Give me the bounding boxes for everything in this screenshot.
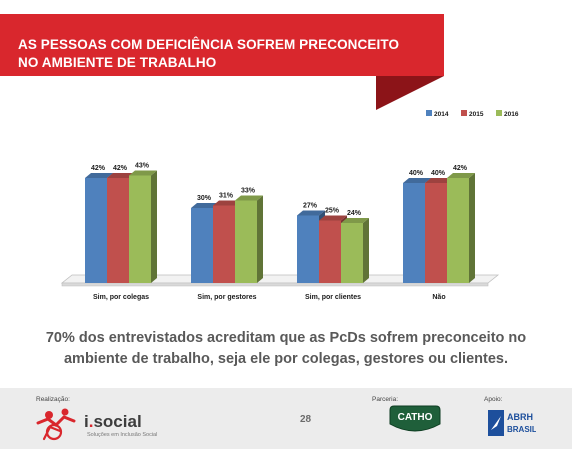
legend-swatch <box>496 110 502 116</box>
isocial-brand-name: i.social <box>84 412 142 431</box>
data-label: 24% <box>347 210 362 217</box>
x-tick-label: Sim, por colegas <box>93 294 149 301</box>
bar-top <box>191 203 219 208</box>
data-label: 27% <box>303 203 318 210</box>
bar <box>319 220 341 283</box>
x-tick-label: Sim, por gestores <box>197 294 256 301</box>
bar-top <box>403 178 431 183</box>
isocial-tagline: Soluções em Inclusão Social <box>87 432 158 438</box>
bar <box>235 200 257 283</box>
x-tick-label: Sim, por clientes <box>305 294 361 301</box>
bar-side <box>469 173 475 283</box>
bar-side <box>363 218 369 283</box>
bar <box>447 178 469 283</box>
data-label: 40% <box>431 170 446 177</box>
isocial-logo-icon <box>36 408 76 441</box>
legend-swatch <box>426 110 432 116</box>
bar <box>85 178 107 283</box>
bar-top <box>341 218 369 223</box>
abrh-logo: ABRH BRASIL <box>488 410 536 436</box>
data-label: 40% <box>409 170 424 177</box>
chart-floor-edge <box>61 282 489 287</box>
data-label: 43% <box>135 163 150 170</box>
bar <box>297 215 319 283</box>
apoio-label: Apoio: <box>484 396 503 403</box>
bar <box>191 208 213 283</box>
bar-top <box>297 210 325 216</box>
bar-side <box>257 195 263 283</box>
catho-logo: CATHO <box>389 405 441 432</box>
data-label: 33% <box>241 188 256 195</box>
bar-top <box>213 200 241 206</box>
bar-top <box>107 173 135 178</box>
bar <box>341 223 363 283</box>
bar-top <box>447 173 475 178</box>
abrh-logo-line1: ABRH <box>507 412 533 422</box>
legend-label: 2014 <box>434 111 449 118</box>
data-label: 42% <box>91 165 106 172</box>
bar-top <box>425 178 453 183</box>
bar-top <box>319 215 347 221</box>
legend-swatch <box>461 110 467 116</box>
bar-top <box>129 170 157 176</box>
footer: Realização: i.social Soluções em Inclusã… <box>0 388 572 449</box>
x-tick-label: Não <box>432 294 445 301</box>
bar-chart: 42% 42% 43% Sim, por colegas 30% 31% 33% Sim, p… <box>60 110 519 301</box>
legend-label: 2015 <box>469 111 484 118</box>
catho-logo-text: CATHO <box>398 412 433 423</box>
data-label: 42% <box>113 165 128 172</box>
data-label: 42% <box>453 165 468 172</box>
data-label: 25% <box>325 208 340 215</box>
page-number: 28 <box>300 414 312 425</box>
bar-side <box>151 170 157 283</box>
bar <box>129 175 151 283</box>
realizacao-label: Realização: <box>36 396 70 403</box>
bar <box>213 205 235 283</box>
data-label: 30% <box>197 195 212 202</box>
bar <box>425 183 447 283</box>
bar-top <box>235 195 263 201</box>
banner-fold-decoration <box>376 76 444 110</box>
bar-top <box>85 173 113 178</box>
page-title: AS PESSOAS COM DEFICIÊNCIA SOFREM PRECON… <box>18 37 400 70</box>
parceria-label: Parceria: <box>372 396 399 403</box>
title-banner: AS PESSOAS COM DEFICIÊNCIA SOFREM PRECON… <box>0 14 444 76</box>
bar <box>107 178 129 283</box>
data-label: 31% <box>219 193 234 200</box>
legend-label: 2016 <box>504 111 519 118</box>
bar <box>403 183 425 283</box>
abrh-logo-line2: BRASIL <box>507 425 536 434</box>
chart-caption: 70% dos entrevistados acreditam que as P… <box>45 330 527 367</box>
